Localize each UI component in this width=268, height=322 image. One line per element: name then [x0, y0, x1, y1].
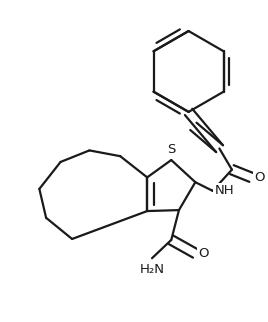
Text: O: O	[254, 171, 265, 184]
Text: H₂N: H₂N	[140, 263, 165, 276]
Text: NH: NH	[215, 184, 234, 197]
Text: O: O	[198, 247, 209, 260]
Text: S: S	[167, 143, 176, 156]
